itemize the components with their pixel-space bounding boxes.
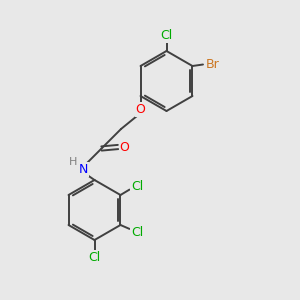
Text: Cl: Cl [160, 28, 172, 42]
Text: Cl: Cl [131, 179, 143, 193]
Text: O: O [136, 103, 146, 116]
Text: Cl: Cl [131, 226, 143, 239]
Text: Cl: Cl [88, 250, 101, 264]
Text: N: N [79, 163, 88, 176]
Text: Br: Br [206, 58, 220, 71]
Text: H: H [69, 157, 77, 167]
Text: O: O [120, 140, 130, 154]
